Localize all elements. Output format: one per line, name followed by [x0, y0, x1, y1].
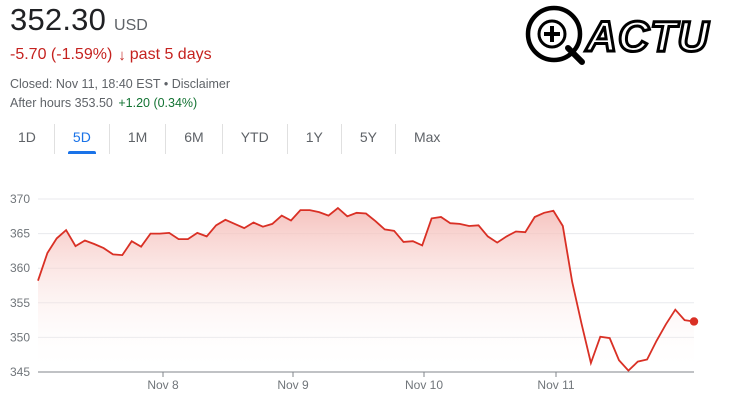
closed-info: Closed: Nov 11, 18:40 EST • Disclaimer: [10, 77, 230, 91]
separator-dot: •: [163, 77, 169, 91]
y-tick-label: 365: [10, 227, 30, 241]
tab-1m[interactable]: 1M: [108, 124, 165, 154]
logo-tail-icon: [565, 45, 585, 65]
tab-max[interactable]: Max: [394, 124, 458, 154]
price-header: 352.30 USD: [10, 2, 148, 38]
tab-ytd[interactable]: YTD: [221, 124, 287, 154]
logo-plus-icon: [544, 26, 560, 42]
x-tick-label: Nov 8: [147, 378, 179, 392]
tab-1d[interactable]: 1D: [18, 129, 36, 145]
after-hours-label: After hours: [10, 96, 72, 110]
currency-label: USD: [114, 17, 148, 34]
price-change: -5.70 (-1.59%): [10, 46, 113, 63]
closed-time: Closed: Nov 11, 18:40 EST: [10, 77, 161, 91]
stock-price: 352.30: [10, 2, 107, 37]
after-hours-info: After hours 353.50 +1.20 (0.34%): [10, 96, 197, 110]
tab-5d[interactable]: 5D: [53, 124, 109, 154]
tab-6m[interactable]: 6M: [165, 124, 221, 154]
y-tick-label: 345: [10, 365, 30, 379]
disclaimer-link[interactable]: Disclaimer: [171, 77, 231, 91]
y-tick-label: 370: [10, 192, 30, 206]
x-tick-label: Nov 10: [405, 378, 443, 392]
last-price-marker[interactable]: [689, 317, 699, 326]
tab-5y[interactable]: 5Y: [340, 124, 395, 154]
y-tick-label: 350: [10, 330, 30, 344]
range-tabs: 1D 5D 1M 6M YTD 1Y 5Y Max: [0, 124, 458, 154]
down-arrow-icon: ↓: [118, 46, 126, 64]
after-hours-change: +1.20 (0.34%): [118, 96, 198, 110]
tab-1y[interactable]: 1Y: [286, 124, 341, 154]
x-tick-label: Nov 9: [277, 378, 309, 392]
logo-text: ACTU: [585, 13, 709, 61]
x-tick-label: Nov 11: [537, 378, 574, 392]
price-chart[interactable]: 370 365 360 355 350 345 Nov 8 Nov 9 Nov 10 Nov 1…: [0, 180, 730, 400]
x-axis: Nov 8 Nov 9 Nov 10 Nov 11: [38, 371, 694, 392]
price-line: [37, 206, 695, 372]
price-change-row: -5.70 (-1.59%) ↓ past 5 days: [10, 46, 212, 64]
price-area-fill: [38, 208, 694, 372]
y-tick-label: 360: [10, 261, 30, 275]
logo-ring-icon: [525, 5, 583, 63]
y-tick-label: 355: [10, 296, 30, 310]
y-axis-labels: 370 365 360 355 350 345: [10, 192, 30, 379]
change-period: past 5 days: [129, 46, 212, 63]
logo-inner-circle-icon: [537, 19, 567, 49]
actu-logo: ACTU: [525, 5, 710, 65]
after-hours-price: 353.50: [74, 96, 113, 110]
